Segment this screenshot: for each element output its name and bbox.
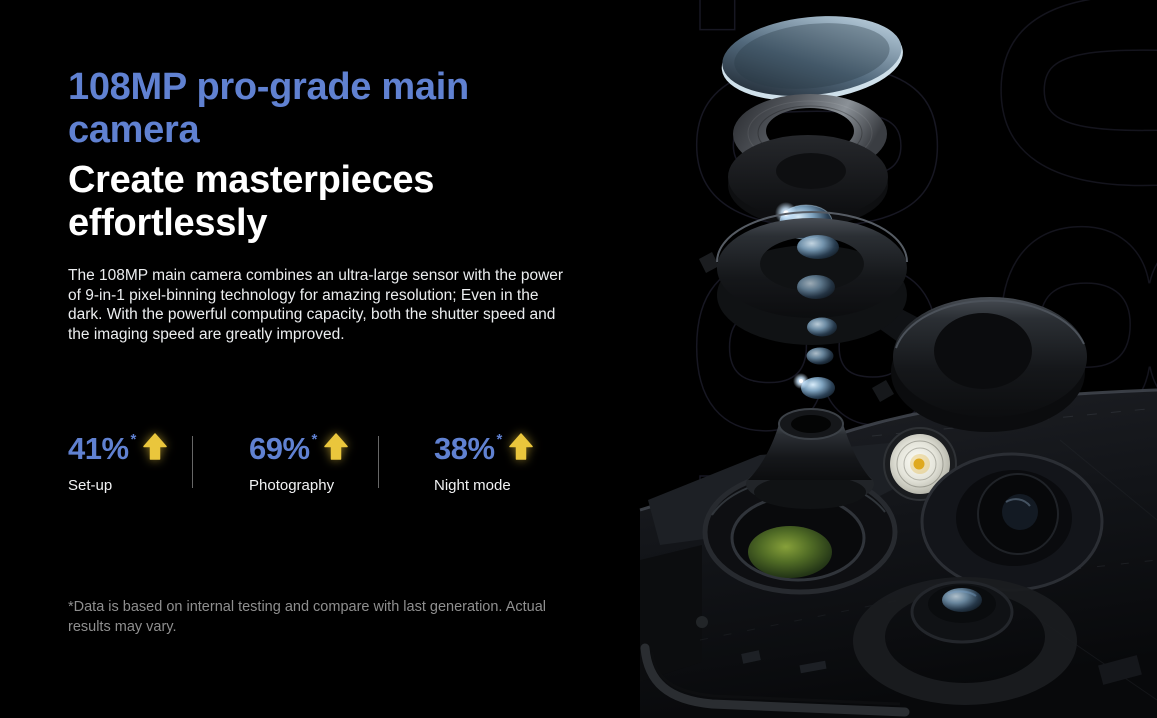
- matte-ring: [728, 135, 888, 227]
- lens-cover-disc: [721, 16, 903, 101]
- stat-photography-asterisk: *: [311, 431, 318, 448]
- stat-photography-label: Photography: [249, 477, 335, 494]
- main-housing-ring: [699, 211, 938, 362]
- phone-frame-edge: [640, 643, 910, 717]
- footnote-text: *Data is based on internal testing and c…: [68, 599, 546, 635]
- secondary-camera-right: [920, 452, 1104, 592]
- increase-arrow-icon: [143, 433, 168, 460]
- increase-arrow-icon: [324, 433, 349, 460]
- bottom-camera-assembly: [853, 577, 1077, 705]
- floating-ring-right: [872, 297, 1087, 432]
- image-sensor: [748, 526, 832, 578]
- stat-photography: 69% * Photography: [193, 431, 378, 494]
- stat-photography-value: 69%: [249, 431, 310, 466]
- subtitle-line-2: effortlessly: [68, 202, 268, 244]
- description-text: The 108MP main camera combines an ultra-…: [68, 267, 564, 343]
- title-line-2: camera: [68, 109, 200, 151]
- stat-night-mode: 38% * Night mode: [379, 431, 534, 494]
- increase-arrow-icon: [509, 433, 534, 460]
- stats-divider: [378, 436, 379, 488]
- stats-row: 41% * Set-up 69% * Photography: [68, 431, 534, 494]
- stat-setup-label: Set-up: [68, 477, 113, 494]
- subtitle-line-1: Create masterpieces: [68, 159, 435, 201]
- stats-divider: [192, 436, 193, 488]
- page-title: 108MP pro-grade main camera: [68, 66, 469, 152]
- stat-night-mode-asterisk: *: [496, 431, 503, 448]
- lens-barrel-cone: [746, 408, 874, 509]
- exploded-lens-stack: [699, 16, 938, 399]
- title-line-1: 108MP pro-grade main: [68, 66, 469, 108]
- stat-night-mode-value: 38%: [434, 431, 495, 466]
- stat-setup-asterisk: *: [130, 431, 137, 448]
- page-subtitle: Create masterpieces effortlessly: [68, 159, 434, 245]
- sensor-housing-front: [640, 545, 702, 682]
- stat-setup-value: 41%: [68, 431, 129, 466]
- stat-setup: 41% * Set-up: [68, 431, 192, 494]
- small-lens-elements: [793, 317, 837, 399]
- board-details: [696, 616, 1142, 685]
- stat-night-mode-label: Night mode: [434, 477, 511, 494]
